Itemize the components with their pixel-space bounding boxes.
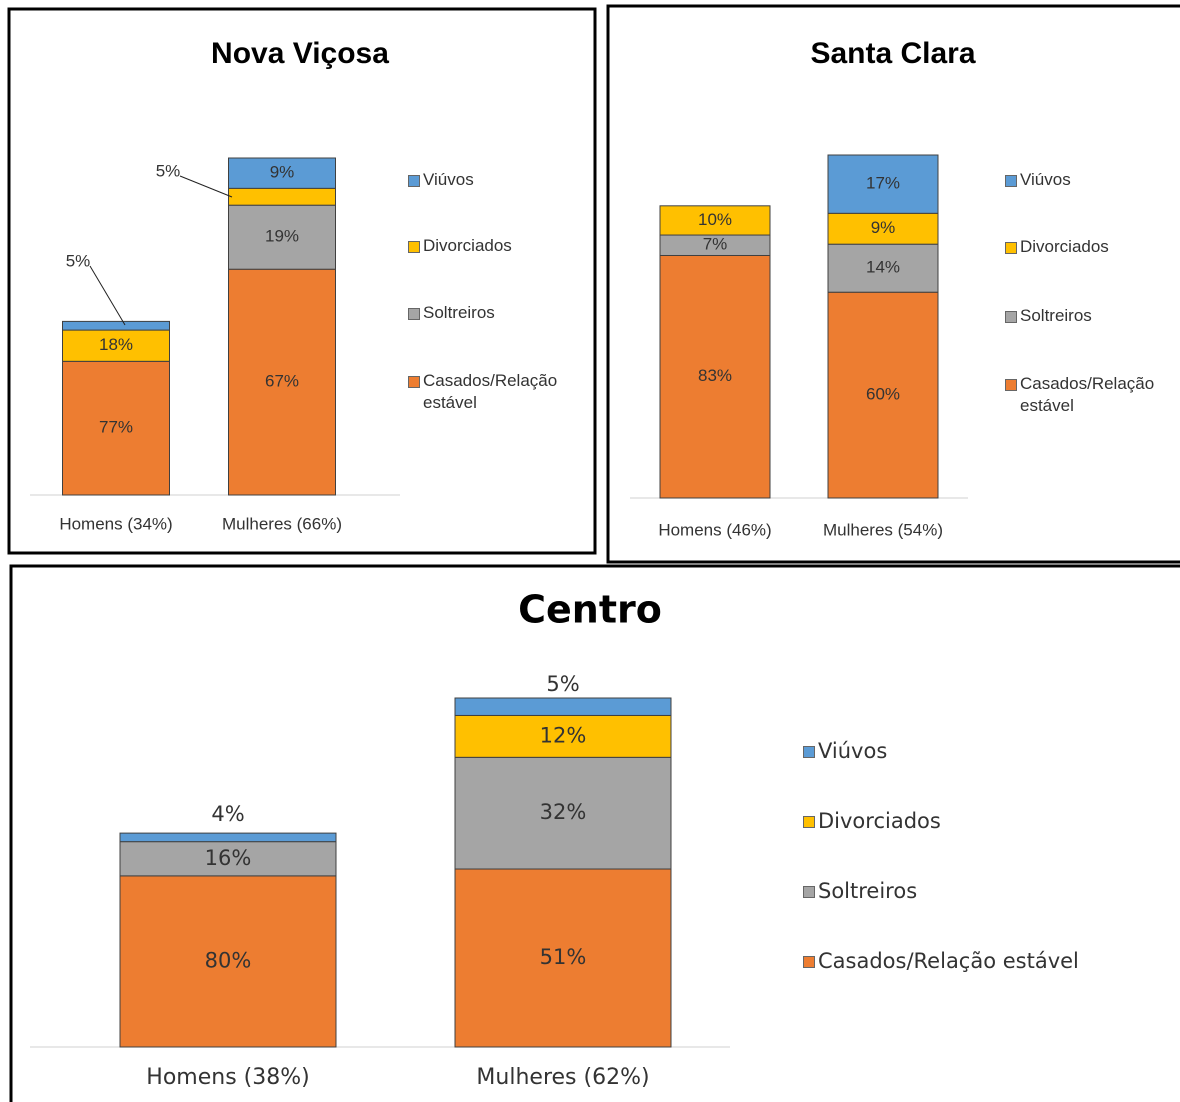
legend-label: Casados/Relação estável [818,949,1079,974]
x-tick-label: Mulheres (66%) [222,514,342,533]
legend-label: Divorciados [1020,236,1109,256]
data-label: 83% [698,366,732,385]
legend-entry: Casados/Relação estável [803,948,1133,975]
bar-segment [454,868,672,1048]
data-label: 7% [703,235,728,254]
legend-swatch [1005,310,1017,323]
data-label: 19% [265,227,299,246]
legend-entry: Divorciados [408,235,588,257]
x-tick-label: Mulheres (54%) [823,520,943,539]
legend-entry: Casados/Relação estável [1005,373,1175,417]
legend-swatch [803,885,815,898]
legend-label: Viúvos [1020,169,1071,189]
data-label: 5% [156,161,181,180]
legend-entry: Viúvos [1005,169,1175,191]
legend-label: Casados/Relação estável [1020,373,1155,416]
legend-label: Viúvos [818,739,888,764]
x-tick-label: Homens (38%) [146,1065,309,1090]
panel-border [606,4,1180,564]
data-label: 80% [205,948,252,972]
bar-segment [119,832,337,843]
x-tick-label: Homens (46%) [658,520,771,539]
legend-entry: Soltreiros [408,302,588,324]
legend-swatch [1005,241,1017,254]
bar-segment [454,714,672,758]
legend-swatch [803,815,815,828]
legend-entry: Divorciados [803,808,1133,835]
data-label: 5% [66,251,91,270]
bar-segment [228,204,336,270]
data-label: 32% [540,800,587,824]
bar-segment [659,205,771,236]
chart-title: Nova Viçosa [211,37,389,70]
legend-entry: Casados/Relação estável [408,370,588,414]
bar-segment [827,212,939,245]
data-label: 51% [540,945,587,969]
data-label: 16% [205,846,252,870]
data-label: 67% [265,372,299,391]
data-label: 10% [698,210,732,229]
bar-segment [62,320,170,331]
legend-label: Divorciados [423,235,512,255]
data-label: 9% [871,218,896,237]
data-label: 9% [270,163,295,182]
legend-swatch [408,174,420,187]
chart-title: Santa Clara [810,37,975,70]
legend-label: Casados/Relação estável [423,370,558,413]
legend-entry: Soltreiros [1005,305,1175,327]
bar-segment [62,329,170,362]
bar-segment [228,268,336,496]
data-label: 60% [866,385,900,404]
bar-segment [454,756,672,870]
data-label: 18% [99,335,133,354]
bar-segment [119,875,337,1048]
bar-segment [827,291,939,499]
legend-label: Soltreiros [423,302,495,322]
x-tick-label: Mulheres (62%) [476,1065,649,1090]
x-tick-label: Homens (34%) [59,514,172,533]
bar-segment [827,243,939,293]
data-label: 12% [540,723,587,747]
legend-swatch [408,240,420,253]
legend-swatch [1005,378,1017,391]
legend-label: Divorciados [818,809,941,834]
data-label: 17% [866,174,900,193]
legend-entry: Viúvos [803,738,1133,765]
legend-swatch [803,955,815,968]
legend-swatch [408,307,420,320]
panel-border [7,7,597,555]
legend-swatch [1005,174,1017,187]
data-label: 14% [866,258,900,277]
legend-entry: Divorciados [1005,236,1175,258]
legend-label: Viúvos [423,169,474,189]
data-label: 4% [211,802,244,826]
data-label: 5% [546,672,579,696]
chart-title: Centro [518,588,662,632]
legend-swatch [408,375,420,388]
bar-segment [62,360,170,496]
bar-segment [827,154,939,214]
bar-segment [228,157,336,189]
leader-line [89,265,126,326]
legend-entry: Viúvos [408,169,588,191]
bar-segment [228,187,336,206]
bar-segment [454,697,672,716]
legend-swatch [803,745,815,758]
legend-label: Soltreiros [818,879,918,904]
data-label: 77% [99,418,133,437]
legend-label: Soltreiros [1020,305,1092,325]
leader-line [179,175,233,198]
legend-entry: Soltreiros [803,878,1133,905]
panel-border [9,564,1180,1102]
